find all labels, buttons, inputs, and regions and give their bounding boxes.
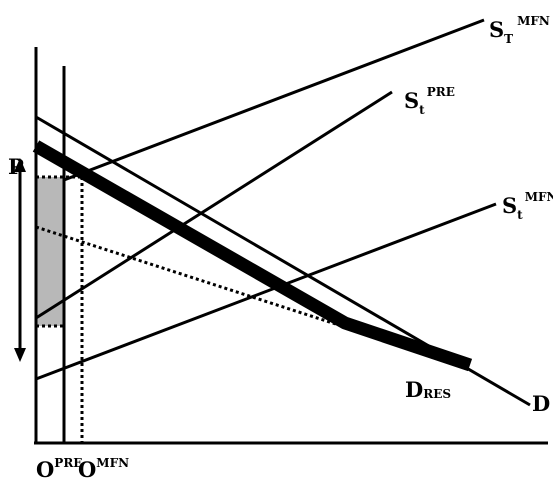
supply-total-mfn-label: STMFN [489, 14, 550, 46]
residual-demand-curve [32, 140, 473, 372]
origin-pre-label: OPRE [36, 456, 82, 479]
supply-total-mfn-line [63, 18, 485, 182]
origin-mfn-label: OMFN [78, 456, 129, 479]
supply-t-pre-line [35, 90, 393, 320]
supply-t-mfn-label: StMFN [502, 190, 553, 222]
shaded-area [36, 177, 64, 326]
demand-label: D [532, 391, 550, 416]
dotted-shifted-demand [35, 225, 346, 329]
supply-t-pre-label: StPRE [404, 85, 455, 117]
arrow-head-up [14, 158, 26, 172]
supply-t-mfn-line [35, 202, 497, 381]
demand-residual-label: DRES [405, 377, 451, 402]
arrow-head-down [14, 348, 26, 362]
price-label: P [8, 154, 24, 179]
